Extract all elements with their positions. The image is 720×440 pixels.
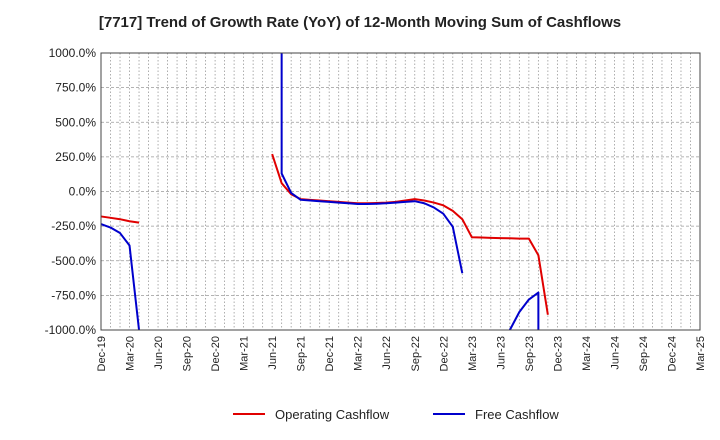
x-axis-ticks: Dec-19 Mar-20 Jun-20 Sep-20 Dec-20 Mar-21 Jun-…: [96, 336, 707, 371]
y-tick-label: 500.0%: [55, 115, 96, 129]
x-tick-label: Jun-22: [381, 336, 393, 370]
plot-frame: [100, 52, 701, 331]
x-tick-label: Dec-20: [210, 336, 222, 371]
chart-title: [7717] Trend of Growth Rate (YoY) of 12-…: [98, 14, 622, 31]
x-tick-label: Dec-23: [552, 336, 564, 371]
x-tick-label: Mar-20: [125, 336, 137, 371]
x-tick-label: Jun-21: [267, 336, 279, 370]
y-tick-label: 250.0%: [55, 150, 96, 164]
y-tick-label: -250.0%: [51, 219, 96, 233]
y-tick-label: -750.0%: [51, 288, 96, 302]
y-tick-label: 0.0%: [69, 185, 97, 199]
x-tick-label: Dec-21: [324, 336, 336, 371]
x-tick-label: Mar-22: [353, 336, 365, 371]
x-tick-label: Sep-23: [524, 336, 536, 371]
x-tick-label: Dec-19: [96, 336, 108, 371]
y-axis-ticks: 1000.0% 750.0% 500.0% 250.0% 0.0% -250.0% -500…: [45, 46, 97, 337]
x-tick-label: Sep-21: [296, 336, 308, 371]
x-tick-label: Dec-22: [438, 336, 450, 371]
x-tick-label: Sep-24: [638, 336, 650, 371]
plot-background: [101, 53, 700, 330]
x-tick-label: Jun-23: [495, 336, 507, 370]
grid-lines: [101, 52, 700, 331]
free-cashflow-legend-label: Free Cashflow: [475, 407, 559, 422]
legend: Operating Cashflow Free Cashflow: [233, 407, 559, 422]
y-tick-label: 750.0%: [55, 81, 96, 95]
x-tick-label: Dec-24: [666, 336, 678, 371]
x-tick-label: Jun-20: [153, 336, 165, 370]
x-tick-label: Sep-20: [182, 336, 194, 371]
x-tick-label: Mar-24: [581, 336, 593, 371]
x-tick-label: Jun-24: [609, 336, 621, 370]
y-tick-label: 1000.0%: [49, 46, 97, 60]
operating-cashflow-legend-label: Operating Cashflow: [275, 407, 390, 422]
series-lines: [100, 53, 549, 331]
x-tick-label: Mar-23: [467, 336, 479, 371]
free-cashflow-line: [100, 223, 141, 331]
y-tick-label: -1000.0%: [45, 323, 97, 337]
y-tick-label: -500.0%: [51, 254, 96, 268]
operating-cashflow-line: [100, 215, 140, 224]
free-cashflow-line: [280, 53, 464, 274]
x-tick-label: Sep-22: [410, 336, 422, 371]
x-tick-label: Mar-25: [695, 336, 707, 371]
x-tick-label: Mar-21: [239, 336, 251, 371]
free-cashflow-line: [508, 291, 540, 331]
